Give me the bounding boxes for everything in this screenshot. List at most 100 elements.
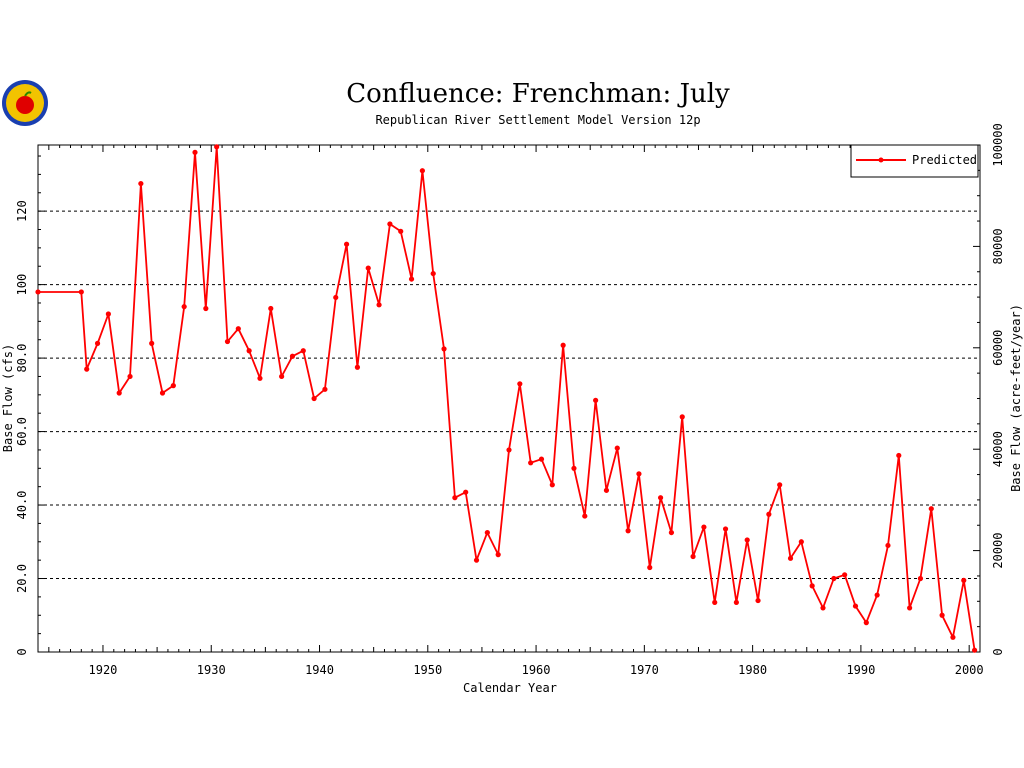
data-point [896, 452, 902, 459]
x-tick-label: 1990 [846, 663, 875, 677]
y-tick-label: 0 [15, 648, 29, 655]
data-point [149, 340, 155, 346]
data-point [690, 553, 696, 560]
y2-axis-label: Base Flow (acre-feet/year) [1009, 304, 1023, 492]
chart-subtitle: Republican River Settlement Model Versio… [375, 113, 700, 127]
data-point [528, 460, 534, 466]
data-point [116, 390, 122, 396]
data-point [170, 383, 176, 389]
y2-tick-label: 80000 [991, 228, 1005, 264]
data-point [842, 572, 848, 578]
y2-axis-ticks: 0 20000 40000 60000 80000 100000 [973, 123, 1005, 656]
y-axis-ticks: 0 20.0 40.0 60.0 80.0 100 120 [15, 155, 45, 656]
data-point [549, 482, 555, 488]
x-tick-label: 1940 [305, 663, 334, 677]
data-point [495, 552, 501, 558]
data-point [354, 364, 361, 370]
data-point [733, 599, 739, 606]
x-tick-label: 1930 [197, 663, 226, 677]
x-tick-label: 1920 [89, 663, 118, 677]
y2-tick-label: 60000 [991, 330, 1005, 366]
data-point [625, 528, 631, 534]
data-point [755, 597, 761, 604]
x-axis-label: Calendar Year [463, 681, 557, 695]
data-point [831, 575, 837, 582]
y2-tick-label: 0 [991, 648, 1005, 655]
y-tick-label: 120 [15, 200, 29, 222]
y2-tick-label: 40000 [991, 431, 1005, 467]
data-point [614, 445, 620, 451]
legend: Predicted [850, 144, 979, 178]
data-point [78, 289, 84, 295]
series-line-predicted [38, 145, 976, 651]
data-point [300, 348, 306, 354]
data-point [419, 168, 425, 174]
data-point [712, 599, 718, 606]
data-point [766, 511, 772, 517]
data-point [679, 414, 685, 420]
data-point [430, 270, 436, 277]
data-point [246, 348, 252, 354]
data-point [333, 294, 339, 301]
organization-logo [2, 80, 48, 126]
data-point [94, 340, 101, 346]
data-point [961, 577, 967, 583]
data-point [105, 311, 111, 317]
data-point [863, 620, 869, 626]
data-point [376, 302, 382, 308]
data-point [917, 575, 924, 582]
data-point [885, 542, 891, 549]
x-tick-label: 1970 [630, 663, 659, 677]
data-point [181, 304, 187, 310]
data-point [744, 537, 750, 543]
data-point [787, 555, 794, 561]
x-tick-label: 1950 [413, 663, 442, 677]
y-tick-label: 100 [15, 274, 29, 296]
data-point [657, 495, 664, 501]
data-point [517, 381, 523, 387]
y-tick-label: 60.0 [15, 417, 29, 446]
data-point [224, 338, 231, 345]
data-point [192, 149, 198, 155]
data-point [668, 529, 675, 536]
data-point [257, 375, 263, 381]
data-point [311, 395, 317, 402]
data-point [701, 524, 707, 530]
data-point [907, 605, 913, 611]
data-point [159, 390, 166, 396]
data-point [928, 506, 934, 512]
data-point [268, 305, 274, 312]
data-point [603, 487, 610, 493]
y-tick-label: 20.0 [15, 564, 29, 593]
y-axis-label: Base Flow (cfs) [1, 344, 15, 452]
data-point [343, 241, 350, 247]
data-point [127, 373, 133, 380]
data-point [874, 592, 880, 598]
data-point [593, 397, 599, 403]
data-point [138, 180, 144, 187]
data-point [636, 471, 642, 477]
chart-title: Confluence: Frenchman: July [346, 79, 730, 109]
data-point [939, 612, 945, 618]
data-point [852, 603, 859, 609]
y-tick-label: 80.0 [15, 344, 29, 373]
data-point [289, 353, 296, 359]
data-point [214, 144, 220, 150]
y2-tick-label: 100000 [991, 123, 1005, 166]
data-point [235, 326, 241, 332]
data-point [722, 526, 729, 532]
data-point [950, 634, 956, 640]
x-tick-label: 1960 [522, 663, 551, 677]
data-point [279, 373, 285, 380]
x-tick-label: 1980 [738, 663, 767, 677]
data-point [971, 647, 978, 653]
data-point [408, 276, 415, 282]
data-point [322, 386, 328, 392]
data-point [84, 366, 90, 372]
data-point [809, 583, 815, 589]
legend-label-predicted: Predicted [912, 153, 977, 167]
x-tick-label: 2000 [955, 663, 984, 677]
y-tick-label: 40.0 [15, 491, 29, 520]
data-point [203, 305, 209, 312]
